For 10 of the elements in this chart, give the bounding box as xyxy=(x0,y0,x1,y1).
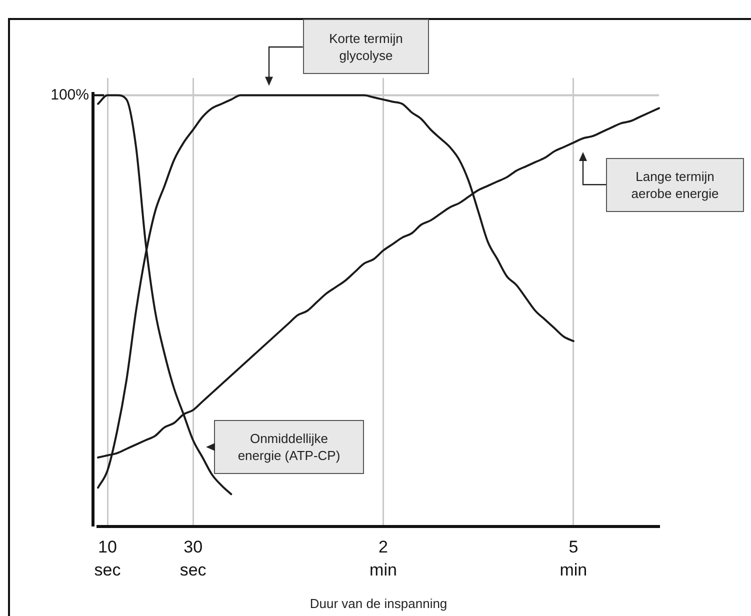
x-tick-label: 10 sec xyxy=(94,538,122,580)
x-tick-label: 5 min xyxy=(560,538,588,580)
label-box: Onmiddellijke energie (ATP-CP) xyxy=(214,420,364,474)
x-tick-label: 30 sec xyxy=(180,538,207,580)
label-box: Korte termijn glycolyse xyxy=(303,19,429,74)
legend-label: Lange termijn aerobe energie xyxy=(630,168,720,202)
ref-line-label: 100% xyxy=(50,86,89,104)
x-axis-title: Duur van de inspanning xyxy=(310,596,448,611)
label-box: Lange termijn aerobe energie xyxy=(606,158,744,212)
x-tick-label: 2 min xyxy=(370,538,397,580)
